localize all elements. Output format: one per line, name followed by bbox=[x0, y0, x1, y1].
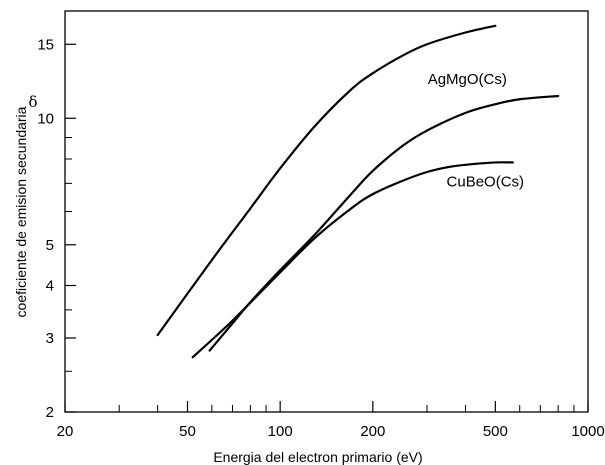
x-tick-label: 100 bbox=[268, 423, 293, 440]
chart-labels: 20 50 100 200 500 1000 2 3 4 5 10 15 SbKCs AgMgO(Cs) C… bbox=[37, 0, 604, 440]
y-axis-label: coeficiente de emision secundaria bbox=[13, 106, 29, 317]
series-line-agmgo-cs bbox=[208, 94, 560, 352]
x-tick-label: 50 bbox=[179, 423, 196, 440]
series-label-sbkcs: SbKCs bbox=[439, 0, 486, 2]
series-line-cubeo-cs bbox=[191, 161, 514, 359]
series-label-agmgo-cs: AgMgO(Cs) bbox=[428, 71, 507, 88]
x-axis-label: Energia del electron primario (eV) bbox=[213, 449, 422, 465]
y-tick-label: 5 bbox=[46, 237, 54, 254]
series-lines bbox=[156, 24, 560, 359]
series-line-sbkcs bbox=[156, 24, 497, 337]
y-tick-label: 3 bbox=[46, 330, 54, 347]
y-tick-label: 10 bbox=[37, 110, 54, 127]
y-tick-label: 4 bbox=[46, 277, 54, 294]
y-tick-label: 15 bbox=[37, 36, 54, 53]
y-tick-label: 2 bbox=[46, 404, 54, 421]
y-axis-symbol: δ bbox=[28, 93, 37, 111]
series-label-cubeo-cs: CuBeO(Cs) bbox=[447, 174, 525, 191]
x-tick-label: 1000 bbox=[571, 423, 604, 440]
x-tick-label: 500 bbox=[483, 423, 508, 440]
x-tick-label: 20 bbox=[57, 423, 74, 440]
x-tick-label: 200 bbox=[360, 423, 385, 440]
axis-ticks bbox=[64, 43, 589, 413]
plot-frame bbox=[64, 10, 589, 413]
